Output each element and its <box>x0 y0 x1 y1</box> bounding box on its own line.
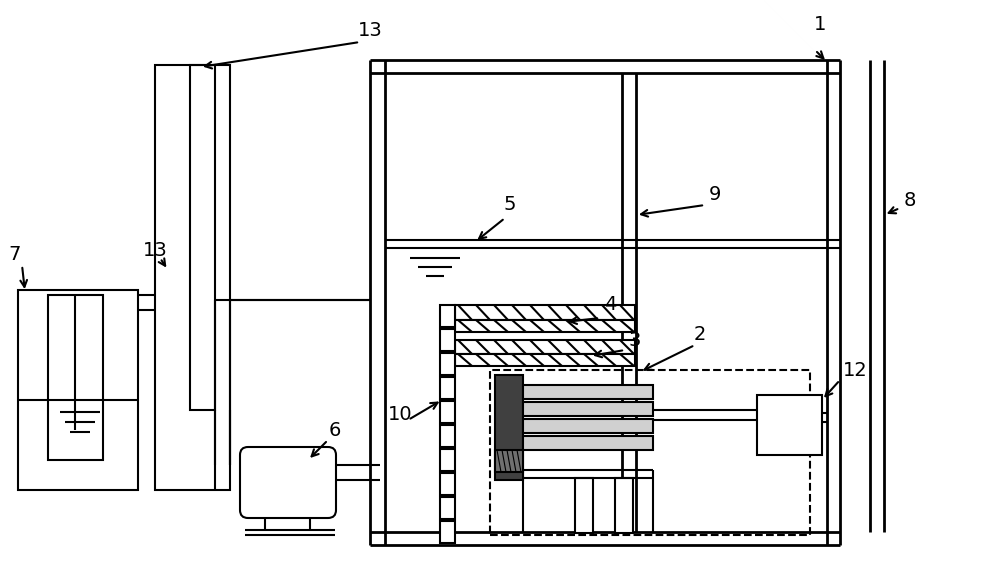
Bar <box>190 65 215 410</box>
Bar <box>575 478 593 533</box>
Bar <box>440 305 455 327</box>
Text: 8: 8 <box>904 190 916 209</box>
Bar <box>523 419 653 433</box>
Bar <box>440 497 455 519</box>
Text: 5: 5 <box>504 195 516 215</box>
Bar <box>455 354 635 366</box>
Bar <box>523 402 653 416</box>
Bar <box>757 395 822 455</box>
Bar <box>523 436 653 450</box>
Bar <box>440 473 455 495</box>
Bar <box>455 305 635 320</box>
Text: 3: 3 <box>629 331 641 350</box>
Text: 7: 7 <box>9 245 21 264</box>
Text: 9: 9 <box>709 186 721 205</box>
Bar <box>440 449 455 471</box>
Bar <box>440 353 455 375</box>
Bar <box>440 377 455 399</box>
Bar <box>440 329 455 351</box>
FancyBboxPatch shape <box>240 447 336 518</box>
Text: 2: 2 <box>694 325 706 345</box>
Text: 13: 13 <box>358 20 382 39</box>
Bar <box>615 478 633 533</box>
Text: 12: 12 <box>843 361 867 379</box>
Text: 6: 6 <box>329 420 341 440</box>
Bar <box>455 340 635 354</box>
Text: 10: 10 <box>388 405 412 425</box>
Bar <box>48 295 103 460</box>
Text: 4: 4 <box>604 295 616 314</box>
Bar <box>440 401 455 423</box>
Bar <box>523 385 653 399</box>
Bar <box>490 370 810 535</box>
Bar <box>455 320 635 332</box>
Text: 13: 13 <box>143 241 167 259</box>
Bar <box>495 450 523 472</box>
Bar <box>440 425 455 447</box>
Bar <box>18 290 138 490</box>
Bar <box>440 521 455 543</box>
Text: 1: 1 <box>814 16 826 34</box>
Bar <box>155 65 230 490</box>
Bar <box>495 375 523 480</box>
